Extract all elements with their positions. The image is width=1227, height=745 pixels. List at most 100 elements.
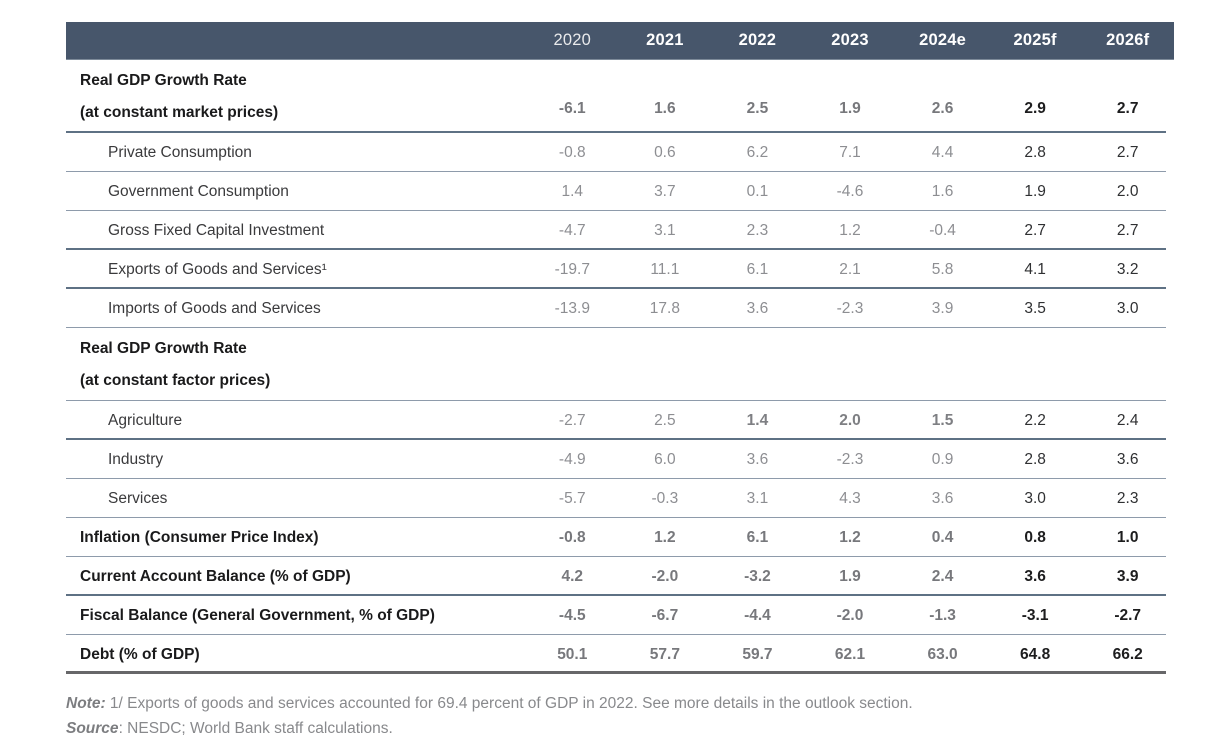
row-label: Debt (% of GDP) — [80, 645, 200, 663]
cell-value: -6.7 — [651, 606, 679, 624]
cell-value: 0.9 — [931, 450, 954, 468]
cell-value: 1.9 — [839, 100, 861, 117]
cell-value: 2.5 — [746, 100, 769, 117]
row-label: Current Account Balance (% of GDP) — [80, 567, 351, 585]
cell-value: -4.9 — [558, 450, 586, 468]
cell-value: -5.7 — [558, 489, 586, 507]
cell-value: -0.8 — [558, 528, 586, 546]
cell-value: 2.0 — [1116, 182, 1139, 200]
cell-value: 0.1 — [746, 182, 769, 200]
cell-value: 4.1 — [1024, 260, 1046, 278]
cell-value: 3.2 — [1116, 260, 1139, 278]
cell-value: 3.7 — [654, 182, 676, 200]
table-row: Real GDP Growth Rate (at constant market … — [66, 60, 1174, 133]
cell-value: 2.7 — [1116, 143, 1139, 161]
cell-value — [804, 393, 897, 401]
row-label: Agriculture — [108, 411, 183, 429]
note-text: 1/ Exports of goods and services account… — [109, 695, 913, 712]
cell-value: 1.4 — [561, 182, 584, 200]
cell-value: 1.0 — [1116, 528, 1139, 546]
cell-value: 0.8 — [1024, 528, 1046, 546]
cell-value: 0.6 — [654, 143, 676, 161]
cell-value: 6.0 — [654, 450, 676, 468]
cell-value: 4.3 — [839, 489, 861, 507]
table-row: Imports of Goods and Services -13.9 17.8 3.… — [66, 289, 1174, 328]
cell-value: 3.9 — [1116, 567, 1139, 585]
cell-value: 2.3 — [1116, 489, 1139, 507]
cell-value: -4.5 — [558, 606, 586, 624]
source-text: : NESDC; World Bank staff calculations. — [118, 720, 393, 737]
cell-value: 7.1 — [839, 143, 861, 161]
row-label: Real GDP Growth Rate (at constant factor … — [80, 340, 271, 389]
table-row: Services -5.7 -0.3 3.1 4.3 3.6 3.0 2.3 — [66, 479, 1174, 518]
cell-value: 3.6 — [1024, 567, 1046, 585]
cell-value: -6.1 — [558, 100, 586, 117]
column-header-2021: 2021 — [646, 31, 684, 49]
row-label: Inflation (Consumer Price Index) — [80, 528, 319, 546]
cell-value — [526, 393, 619, 401]
column-header-2023: 2023 — [831, 31, 869, 49]
cell-value: -4.4 — [744, 606, 771, 624]
cell-value: 2.4 — [931, 567, 954, 585]
table-row: Government Consumption 1.4 3.7 0.1 -4.6 1.6 1.… — [66, 172, 1174, 211]
cell-value: 59.7 — [742, 645, 773, 663]
cell-value: 63.0 — [927, 645, 958, 663]
row-label: Fiscal Balance (General Government, % of… — [80, 606, 435, 624]
cell-value: -2.7 — [1114, 606, 1142, 624]
source-label: Source — [66, 720, 119, 737]
cell-value: -4.6 — [836, 182, 864, 200]
cell-value: 3.6 — [746, 299, 769, 317]
row-label: Real GDP Growth Rate (at constant market … — [80, 72, 279, 121]
row-label: Services — [108, 489, 168, 507]
cell-value: 5.8 — [931, 260, 954, 278]
economic-indicators-table: 2020 2021 2022 2023 2024e 2025f 2026f Real GDP… — [66, 22, 1174, 674]
cell-value: 57.7 — [649, 645, 680, 663]
cell-value: 2.8 — [1024, 450, 1046, 468]
cell-value: 4.2 — [561, 567, 584, 585]
table-body: Real GDP Growth Rate (at constant market … — [66, 60, 1174, 674]
cell-value: 0.4 — [931, 528, 954, 546]
cell-value: 2.5 — [654, 411, 676, 429]
cell-value — [711, 393, 804, 401]
cell-value: 2.8 — [1024, 143, 1046, 161]
cell-value: 3.5 — [1024, 299, 1046, 317]
cell-value: 2.4 — [1116, 411, 1139, 429]
cell-value: -3.2 — [744, 567, 771, 585]
cell-value: 2.1 — [839, 260, 861, 278]
table-row: Gross Fixed Capital Investment -4.7 3.1 2.3… — [66, 211, 1174, 250]
cell-value: 6.1 — [746, 528, 769, 546]
cell-value: 3.6 — [746, 450, 769, 468]
cell-value: -0.8 — [558, 143, 586, 161]
cell-value: 17.8 — [649, 299, 680, 317]
cell-value: 62.1 — [834, 645, 866, 663]
table-row: Private Consumption -0.8 0.6 6.2 7.1 4.4 2.8 2.… — [66, 133, 1174, 172]
cell-value: 4.4 — [931, 143, 954, 161]
table-row: Industry -4.9 6.0 3.6 -2.3 0.9 2.8 3.6 — [66, 440, 1174, 479]
table-row: Current Account Balance (% of GDP) 4.2 -2.… — [66, 557, 1174, 596]
row-label: Industry — [108, 450, 164, 468]
table-row: Agriculture -2.7 2.5 1.4 2.0 1.5 2.2 2.4 — [66, 401, 1174, 440]
cell-value: 3.0 — [1024, 489, 1046, 507]
cell-value: 3.1 — [746, 489, 769, 507]
cell-value: -1.3 — [929, 606, 956, 624]
cell-value: -4.7 — [558, 221, 586, 239]
cell-value: 2.2 — [1024, 411, 1046, 429]
source-line: Source: NESDC; World Bank staff calculat… — [66, 716, 1174, 741]
column-header-2026f: 2026f — [1106, 31, 1150, 49]
cell-value: 64.8 — [1020, 645, 1051, 663]
cell-value: -2.0 — [651, 567, 679, 585]
cell-value: 2.3 — [746, 221, 769, 239]
cell-value: 1.6 — [931, 182, 954, 200]
note-line: Note: 1/ Exports of goods and services a… — [66, 691, 1174, 716]
row-label: Private Consumption — [108, 143, 252, 161]
cell-value: -19.7 — [554, 260, 590, 278]
table-row: Inflation (Consumer Price Index) -0.8 1.2 6… — [66, 518, 1174, 557]
column-header-2020: 2020 — [553, 31, 592, 49]
cell-value: 2.0 — [839, 411, 861, 429]
column-header-2024e: 2024e — [919, 31, 966, 49]
table-row: Exports of Goods and Services¹ -19.7 11.1 6… — [66, 250, 1174, 289]
cell-value: 3.6 — [931, 489, 954, 507]
cell-value: -0.3 — [651, 489, 679, 507]
cell-value: 2.6 — [931, 100, 954, 117]
